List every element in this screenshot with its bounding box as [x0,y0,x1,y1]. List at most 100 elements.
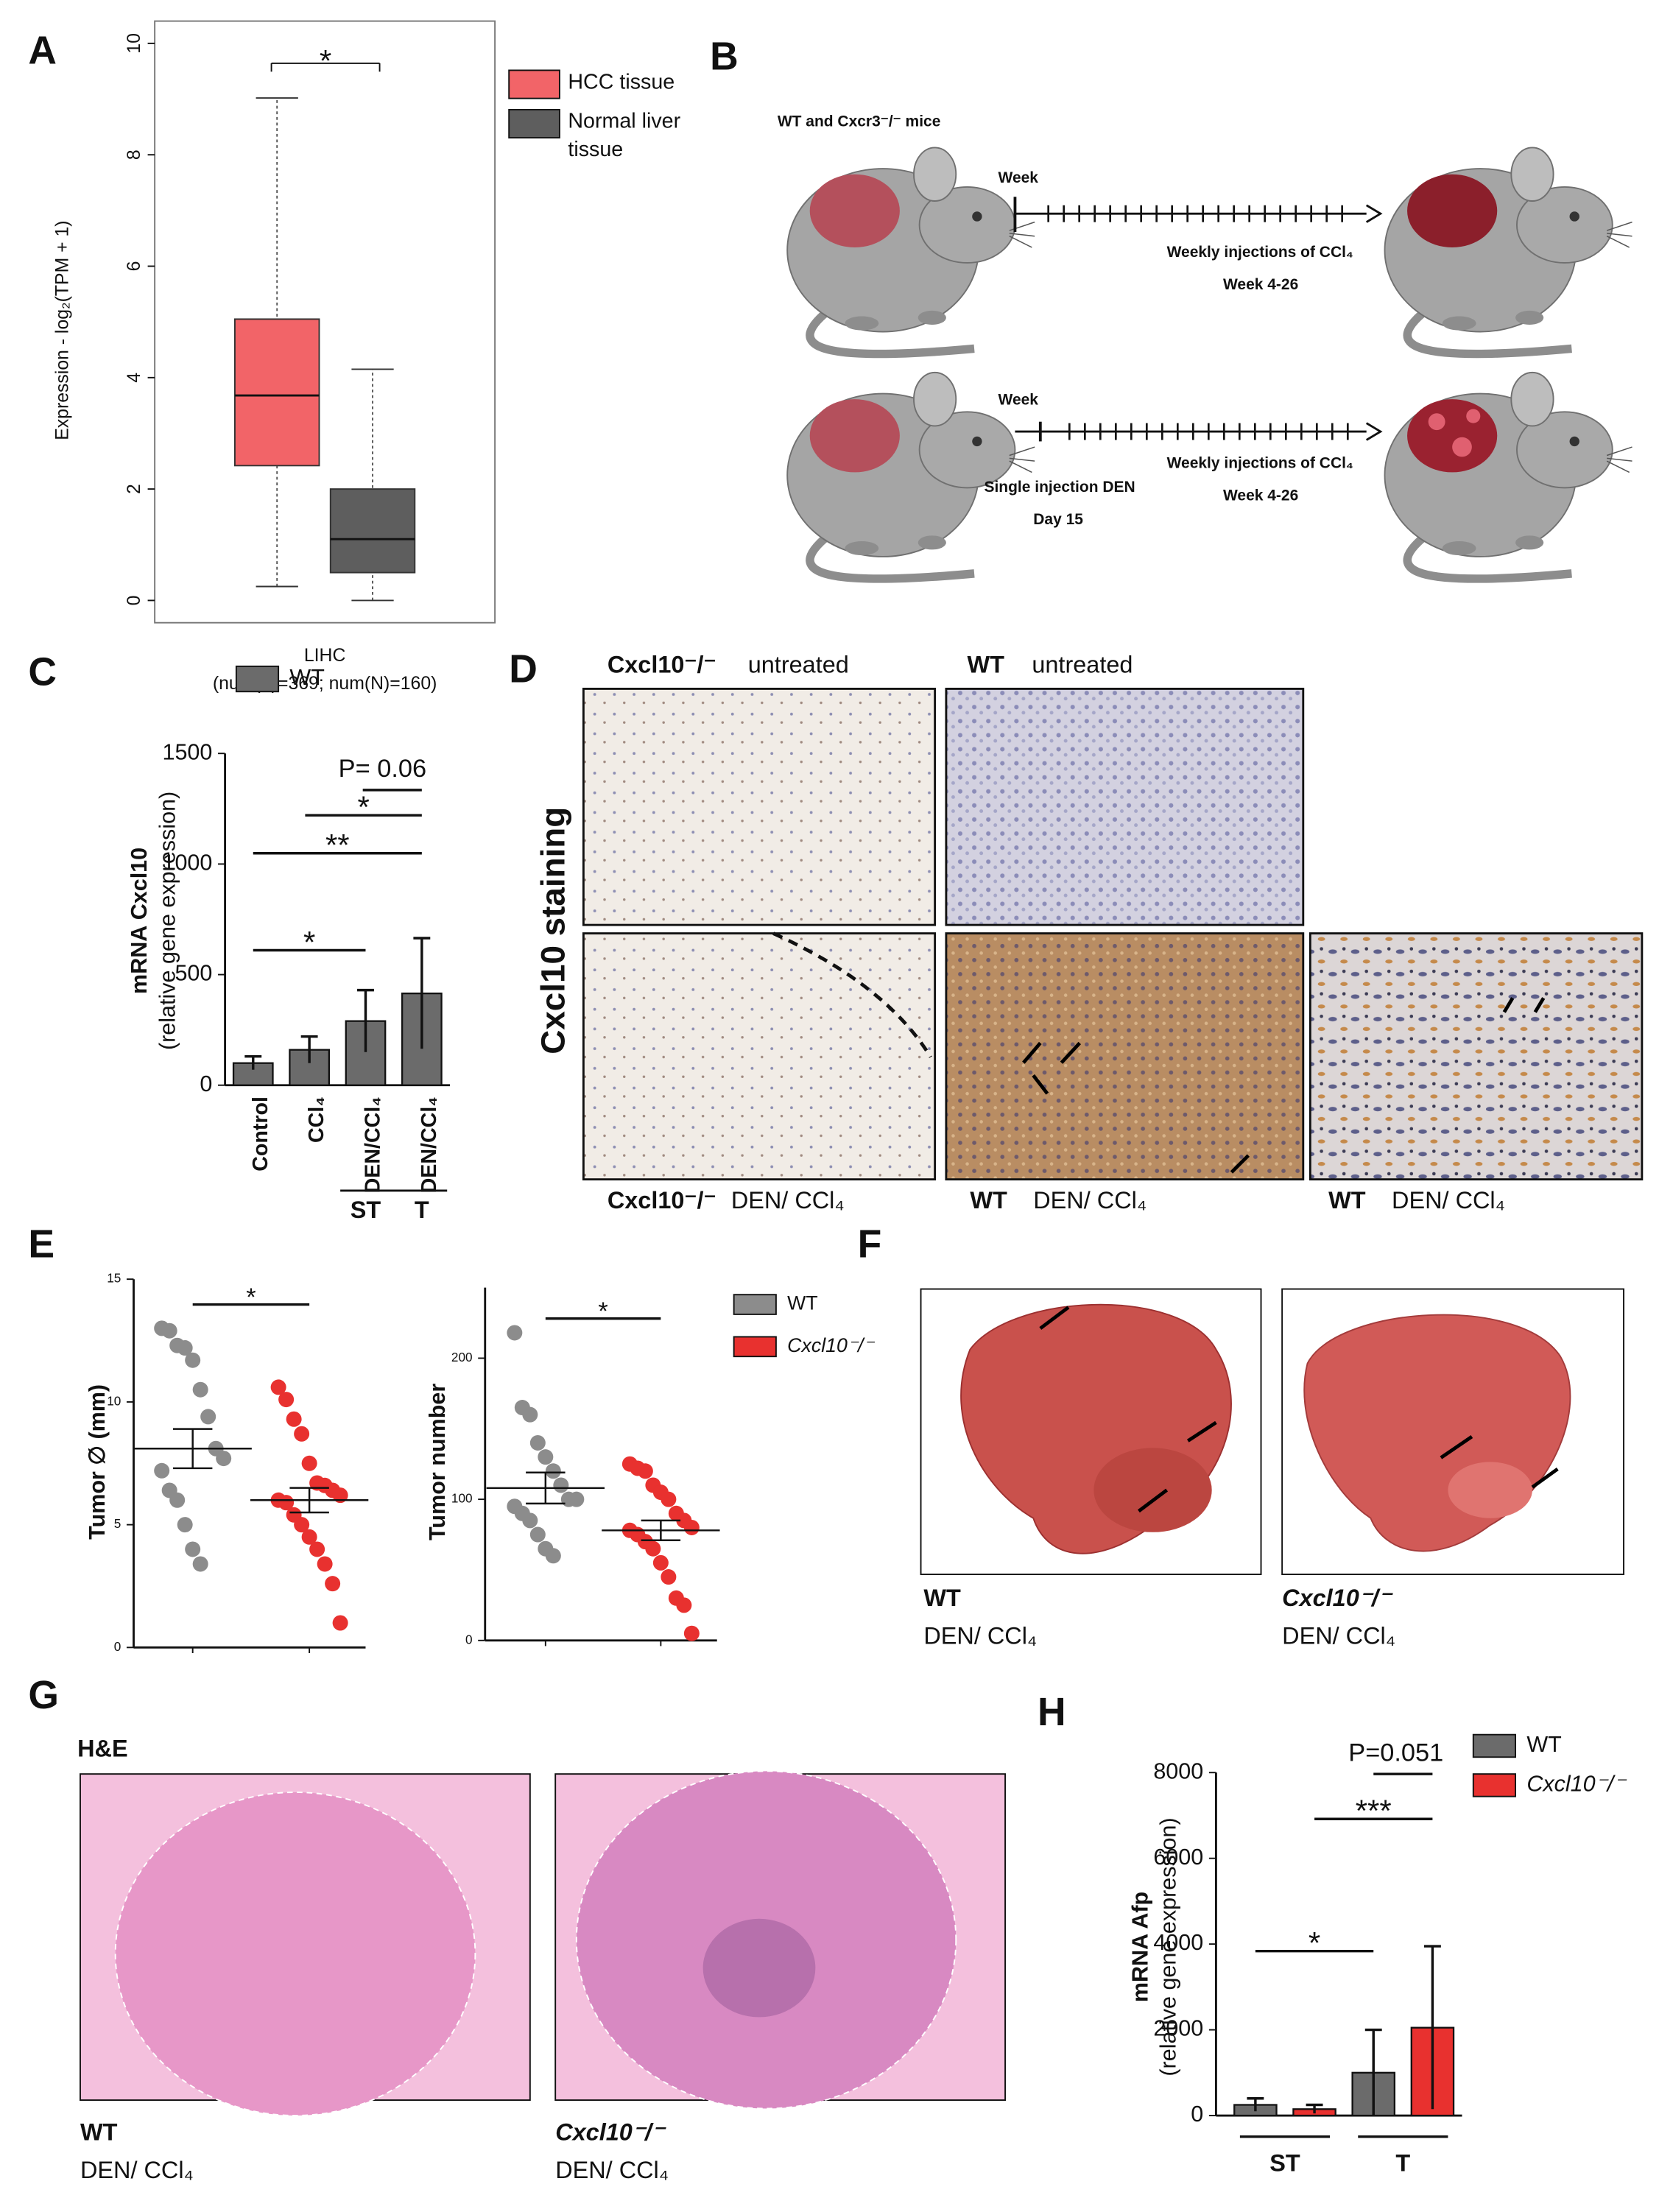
annotation: * [357,790,369,825]
panel-label: G [28,1674,59,1717]
genotype-label: WT [970,1187,1007,1214]
chart: 0 2000 4000 6000 8000 mRNA Afp (relative gene … [1127,1732,1627,2176]
decoration [1039,1306,1559,1513]
y-tick-label: 1000 [162,850,212,875]
data-point [545,1548,561,1564]
micrograph [945,687,1305,926]
y-tick-label: 15 [107,1271,121,1286]
legend-label: WT [787,1292,818,1314]
liver-photos: WT DEN/ CCl₄ Cxcl10⁻/⁻ DEN/ CCl₄ [920,1288,1624,1649]
data-point [309,1541,325,1557]
data-point [161,1322,177,1339]
treatment-label: DEN/ CCl₄ [1282,1623,1395,1649]
liver [1407,174,1498,247]
y-axis-label: mRNA Afp [1127,1892,1152,2002]
data-point [200,1409,216,1425]
decoration [1502,997,1515,1013]
decoration [1533,997,1546,1013]
legend-swatch [235,665,280,693]
data-point [325,1576,341,1592]
mouse [1385,147,1633,353]
box [233,318,320,467]
treatment-label: untreated [1032,651,1133,677]
data-point [185,1541,201,1557]
timeline-label: Week 4-26 [1223,276,1298,293]
panel-label: B [710,35,739,78]
data-point [270,1379,286,1395]
data-point [286,1411,302,1427]
y-tick-label: 8000 [1153,1758,1203,1783]
data-point [637,1463,653,1479]
y-axis-label: Tumor ∅ (mm) [85,1384,110,1540]
y-axis-label: Expression - log₂(TPM + 1) [53,220,73,440]
data-point [154,1462,170,1479]
y-tick-label: 8 [124,149,144,160]
data-point [177,1517,193,1533]
data-point [278,1392,295,1408]
genotype-label: Cxcl10⁻/⁻ [607,651,716,677]
legend-swatch [508,108,560,139]
decoration [1039,1306,1070,1330]
y-tick-label: 500 [175,961,212,986]
he-panel: H&E WT DEN/ CCl₄ Cxcl10⁻/⁻ DEN/ CCl₄ [77,1735,1007,2183]
data-point [317,1556,333,1572]
mice-label: WT and Cxcr3⁻/⁻ mice [778,113,941,130]
data-point [185,1352,201,1368]
y-tick-label: 2 [124,484,144,494]
y-axis-label: (relative gene expression) [1155,1817,1180,2076]
decoration [1032,1074,1049,1095]
micrograph [1309,932,1644,1181]
data-point [522,1512,538,1529]
y-axis-label: Tumor number [425,1384,450,1540]
timeline-label: Week [998,169,1039,186]
liver [809,399,900,473]
decoration [1440,1435,1473,1459]
timeline-label: Weekly injections of CCl₄ [1167,455,1353,472]
decoration [115,1792,476,2116]
data-point [529,1434,546,1451]
data-point [683,1625,700,1641]
data-point [216,1451,232,1467]
micrograph [582,932,937,1181]
annotation: * [1309,1926,1320,1960]
data-point [529,1526,546,1543]
data-point [294,1426,310,1442]
decoration [114,1792,476,2116]
decoration [1365,422,1383,441]
decoration [1531,1467,1559,1489]
staining-panel: Cxcl10 staining Cxcl10⁻/⁻ untreated WT u… [534,651,1644,1214]
treatment-label: DEN/ CCl₄ [731,1187,845,1214]
panel-label: D [509,648,538,691]
group-label: T [415,1197,429,1223]
side-label: Cxcl10 staining [534,807,571,1054]
chart: 0 2 4 6 8 10 Expression - log₂(TPM + 1) * HCC ti… [53,20,680,694]
data-point [522,1406,538,1423]
legend-entry: Normal liver tissue [568,110,680,162]
schematic: WT and Cxcr3⁻/⁻ mice Week Weekly injecti… [778,113,1633,579]
panel-label: F [858,1222,882,1266]
genotype-label: WT [80,2118,118,2145]
panel-label: H [1038,1691,1066,1734]
y-axis-label: (relative gene expression) [155,792,180,1050]
box [329,488,416,574]
legend-swatch [1472,1773,1517,1797]
decoration [1186,1420,1217,1443]
treatment-label: DEN/ CCl₄ [555,2157,669,2183]
micrograph [945,932,1305,1181]
y-tick-label: 0 [124,596,144,606]
legend-label: WT [289,665,324,690]
legend-entry: HCC tissue [568,70,675,94]
genotype-label: Cxcl10⁻/⁻ [555,2118,666,2145]
chart: 0 5 10 15 Tumor ∅ (mm) * [85,1271,369,1654]
timeline-label: Week [998,392,1039,409]
y-tick-label: 100 [451,1491,473,1506]
panel-label: A [28,29,57,73]
data-point [294,1517,310,1533]
y-tick-label: 5 [114,1516,121,1531]
genotype-label: WT [968,651,1005,677]
data-point [177,1340,193,1356]
y-tick-label: 0 [114,1639,121,1654]
legend-label: HCC tissue [568,70,675,94]
y-tick-label: 1500 [162,739,212,764]
liver [1407,399,1498,473]
